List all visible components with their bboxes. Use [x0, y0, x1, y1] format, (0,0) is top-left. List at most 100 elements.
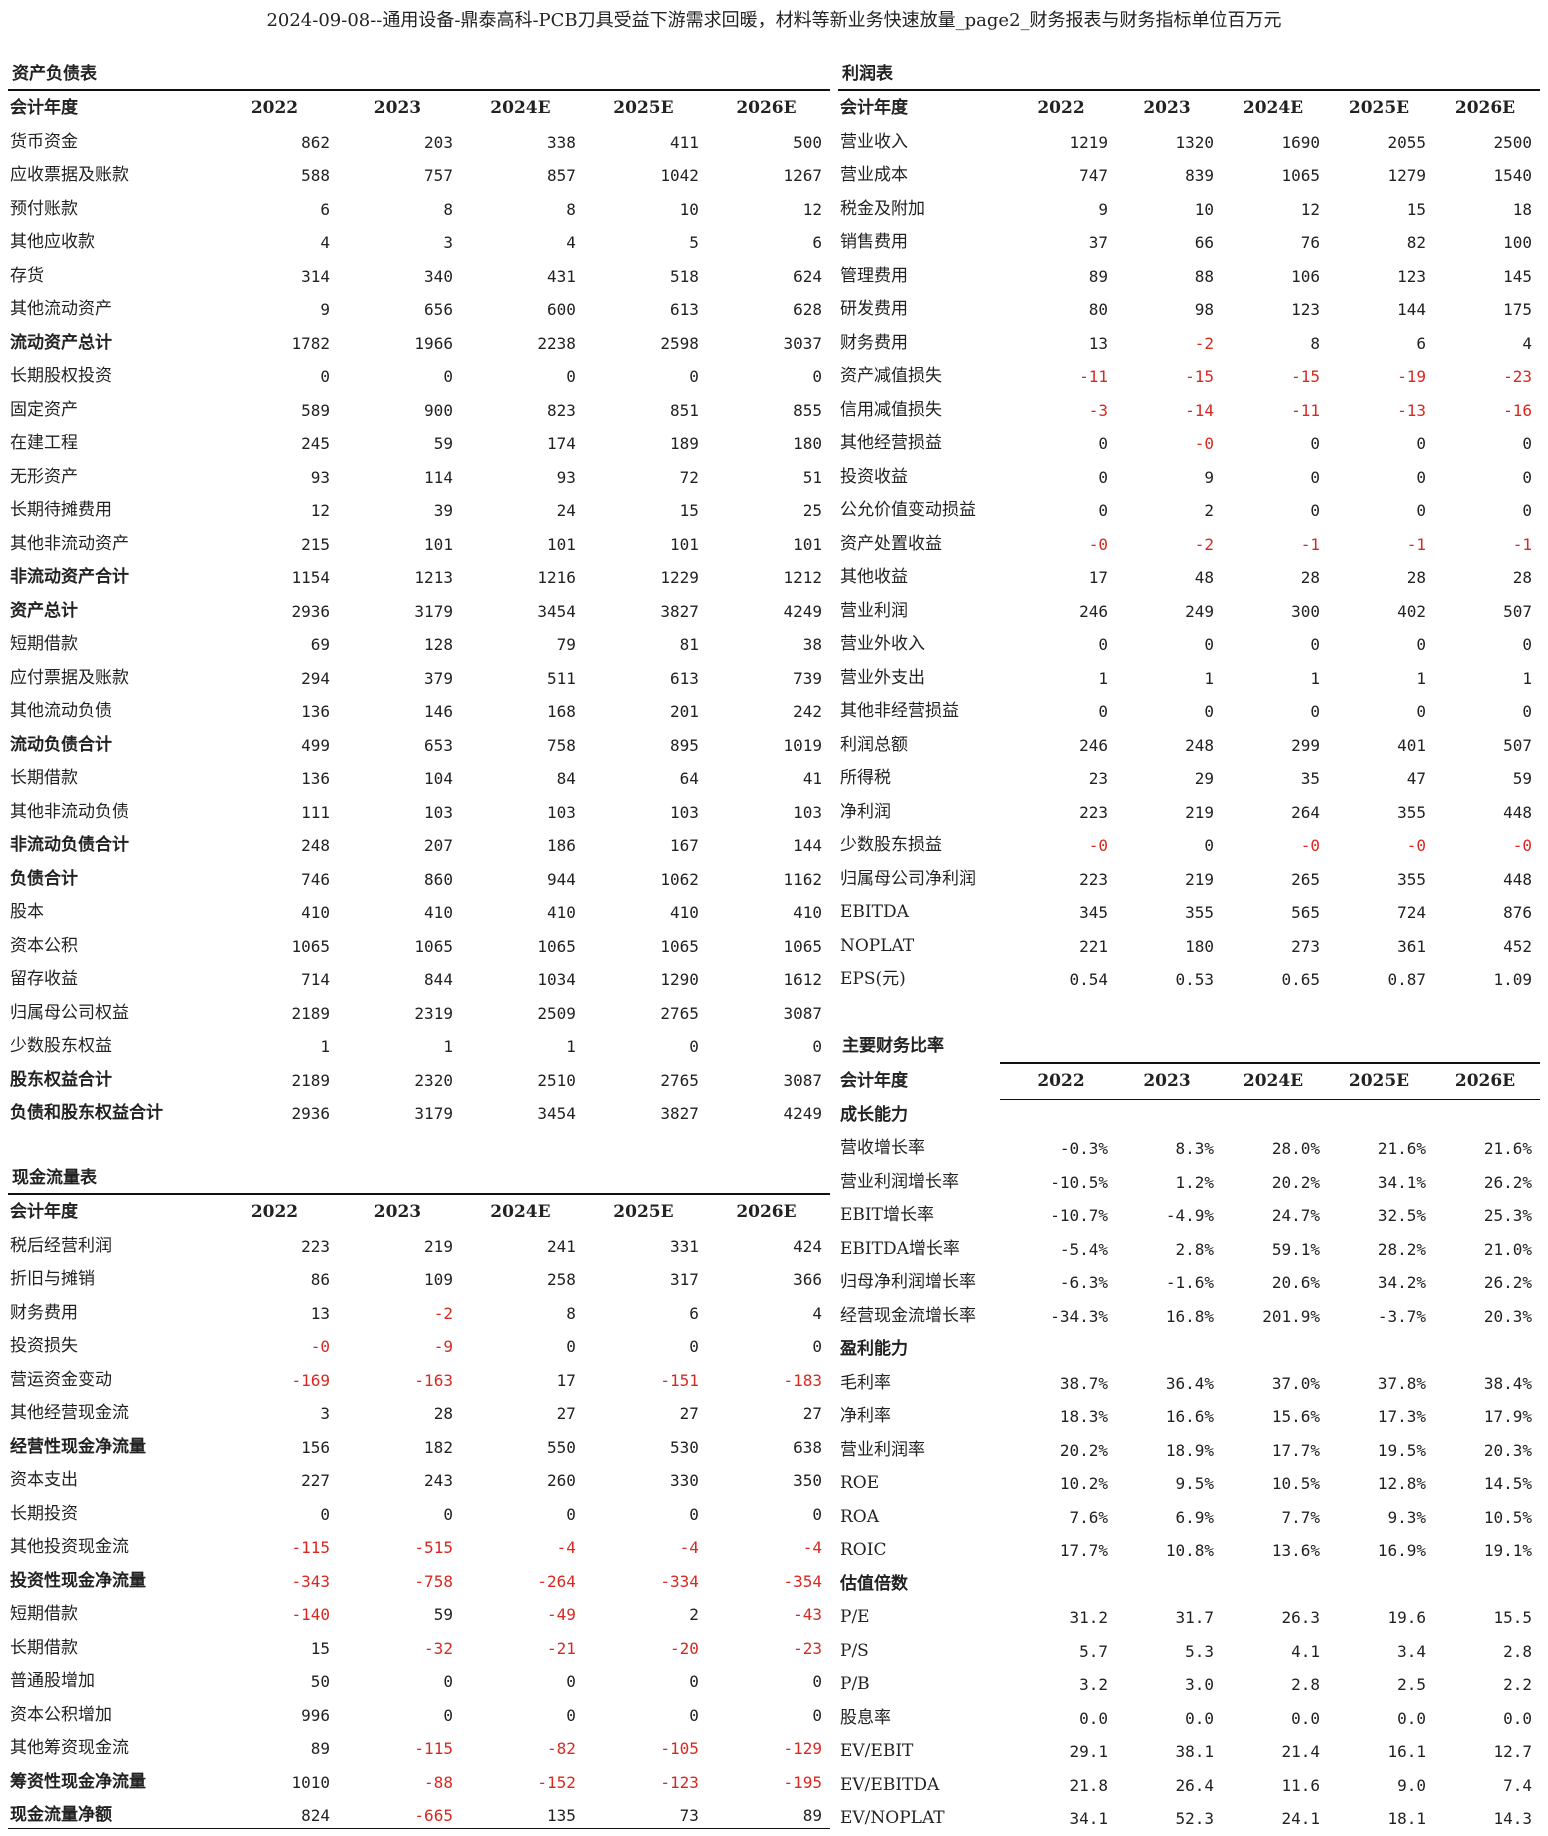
- cell-value: 345: [1079, 903, 1108, 922]
- cell-value: 411: [670, 132, 699, 152]
- cell-value: 0: [812, 1504, 822, 1524]
- table-row: ROA 7.6% 6.9% 7.7% 9.3% 10.5%: [838, 1501, 1538, 1535]
- cell-value: 28: [1512, 568, 1532, 587]
- cell-value: 84: [556, 769, 576, 788]
- cell-value: 82: [1406, 233, 1426, 252]
- cell-value: 746: [301, 869, 330, 889]
- cell-value: 4: [812, 1303, 822, 1323]
- cell-value: 59: [433, 434, 453, 453]
- cell-value: 201.9%: [1262, 1306, 1320, 1326]
- cell-value: 338: [547, 132, 576, 152]
- cell-value: 1690: [1281, 132, 1320, 152]
- cell-value: 0: [1416, 434, 1426, 453]
- cell-value: 1: [1204, 668, 1214, 688]
- cell-value: 355: [1185, 903, 1214, 922]
- row-label: 净利率: [840, 1406, 891, 1426]
- cell-value: 14.3: [1493, 1809, 1532, 1828]
- row-label: 税后经营利润: [10, 1235, 112, 1256]
- row-label: 负债和股东权益合计: [10, 1103, 163, 1123]
- table-row: 营业利润率 20.2% 18.9% 17.7% 19.5% 20.3%: [838, 1434, 1538, 1468]
- row-label: NOPLAT: [840, 935, 915, 956]
- cell-value: 16.1: [1387, 1742, 1426, 1761]
- row-label: 营运资金变动: [10, 1369, 112, 1390]
- cell-value: [1432, 1568, 1538, 1602]
- cell-value: [1114, 1099, 1220, 1133]
- cell-value: 15: [310, 1638, 330, 1658]
- cell-value: 1065: [1281, 166, 1320, 185]
- cell-value: 24.7%: [1271, 1206, 1320, 1225]
- cell-value: -16: [1503, 400, 1532, 420]
- row-label: 研发费用: [840, 299, 908, 319]
- row-label: 折旧与摊销: [10, 1269, 95, 1289]
- row-label: 信用减值损失: [840, 399, 942, 420]
- balance-sheet-table: 会计年度 2022 2023 2024E 2025E 2026E 货币资金 862 203 33…: [8, 92, 828, 1131]
- row-label: 营收增长率: [840, 1138, 925, 1158]
- table-row: 应收票据及账款 588 757 857 1042 1267: [8, 159, 828, 193]
- table-row: 营业收入 1219 1320 1690 2055 2500: [838, 126, 1538, 160]
- cell-value: 73: [679, 1806, 699, 1825]
- cell-value: 5: [689, 233, 699, 252]
- cell-value: 857: [547, 166, 576, 185]
- table-row: 非流动资产合计 1154 1213 1216 1229 1212: [8, 561, 828, 595]
- cell-value: 16.9%: [1377, 1541, 1426, 1560]
- cell-value: 6: [1416, 333, 1426, 353]
- table-row: 投资损失 -0 -9 0 0 0: [8, 1330, 828, 1364]
- row-label: P/B: [840, 1674, 870, 1694]
- row-label: 资产处置收益: [840, 533, 942, 554]
- column-header-year: 2024E: [490, 98, 551, 118]
- cell-value: 4: [1522, 333, 1532, 353]
- cell-value: -15: [1291, 367, 1320, 386]
- cell-value: 410: [424, 903, 453, 922]
- row-label: 其他应收款: [10, 232, 95, 252]
- row-label: 资产减值损失: [840, 366, 942, 386]
- cell-value: 242: [793, 702, 822, 721]
- cell-value: 0.0: [1503, 1708, 1532, 1728]
- cell-value: 0: [812, 367, 822, 386]
- table-row: 留存收益 714 844 1034 1290 1612: [8, 963, 828, 997]
- ratios-title: 主要财务比率: [842, 1036, 944, 1056]
- cell-value: -6.3%: [1059, 1273, 1108, 1292]
- cell-value: 1: [1310, 668, 1320, 688]
- cell-value: 2.8%: [1175, 1239, 1214, 1259]
- row-label: 应付票据及账款: [10, 667, 129, 688]
- cell-value: 355: [1397, 802, 1426, 822]
- cell-value: 28.2%: [1377, 1239, 1426, 1259]
- cell-value: 19.6: [1387, 1608, 1426, 1627]
- cell-value: -0: [1194, 434, 1214, 453]
- row-label: 净利润: [840, 801, 891, 822]
- cell-value: 366: [793, 1270, 822, 1289]
- cell-value: 0.87: [1387, 970, 1426, 989]
- cell-value: [1114, 1568, 1220, 1602]
- row-label: 营业利润增长率: [840, 1171, 959, 1192]
- cell-value: 38.1: [1175, 1742, 1214, 1761]
- cell-value: 1267: [783, 166, 822, 185]
- row-label: 其他投资现金流: [10, 1537, 129, 1557]
- cell-value: 8: [566, 199, 576, 219]
- cell-value: 589: [301, 400, 330, 420]
- cell-value: 258: [547, 1270, 576, 1289]
- cell-value: 550: [547, 1437, 576, 1457]
- cell-value: 839: [1185, 166, 1214, 185]
- cell-value: 15: [1406, 199, 1426, 219]
- cell-value: 1219: [1069, 132, 1108, 152]
- cell-value: 37.8%: [1377, 1373, 1426, 1393]
- cell-value: 18.1: [1387, 1809, 1426, 1828]
- cell-value: 860: [424, 869, 453, 889]
- row-label: 营业成本: [840, 165, 908, 185]
- cell-value: -23: [793, 1638, 822, 1658]
- cell-value: 944: [547, 869, 576, 889]
- cell-value: 19.1%: [1483, 1541, 1532, 1560]
- cell-value: 0: [689, 1037, 699, 1056]
- cell-value: 39: [433, 501, 453, 520]
- cell-value: 34.2%: [1377, 1273, 1426, 1292]
- cell-value: 2189: [291, 1003, 330, 1023]
- cell-value: 0: [812, 1337, 822, 1356]
- cell-value: 2500: [1493, 132, 1532, 152]
- row-label: 固定资产: [10, 399, 78, 420]
- cell-value: -195: [783, 1772, 822, 1792]
- cell-value: 128: [424, 635, 453, 654]
- cell-value: 104: [424, 769, 453, 788]
- cell-value: 20.2%: [1271, 1172, 1320, 1192]
- row-label: 投资收益: [840, 466, 908, 487]
- cell-value: 448: [1503, 802, 1532, 822]
